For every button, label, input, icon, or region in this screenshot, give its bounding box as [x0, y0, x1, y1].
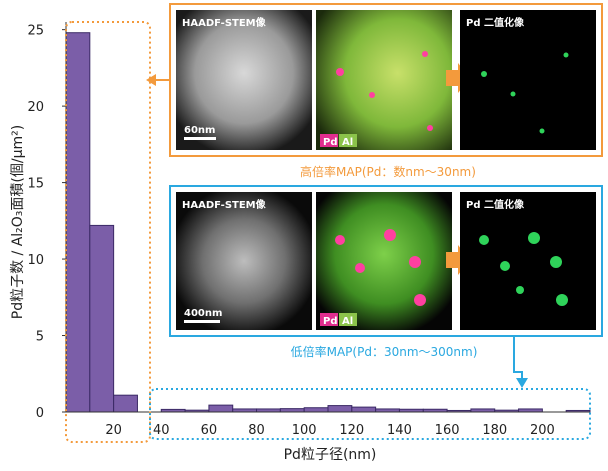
legend-al-label: Al: [342, 137, 353, 148]
pd-particle: [550, 256, 562, 268]
elemental-map-low: [316, 192, 452, 330]
y-tick-label: 20: [27, 100, 44, 115]
low-mag-caption: 低倍率MAP(Pd：30nm〜300nm): [291, 344, 478, 359]
pd-particle: [369, 92, 375, 98]
scale-bar: [184, 137, 216, 140]
bar-110-120: [327, 405, 353, 413]
x-tick-label: 100: [292, 423, 317, 438]
y-axis-title: Pd粒子数 / Al₂O₃面積(個/μm²): [10, 125, 26, 319]
scale-label: 60nm: [184, 125, 215, 136]
y-tick-label: 25: [27, 24, 44, 39]
bar-90-100: [279, 408, 305, 413]
high-mag-range-box: [65, 21, 151, 443]
y-tick-label: 10: [27, 253, 44, 268]
high-mag-inset: HAADF-STEM像 60nm Pd Al Pd 二值化像 高倍率MAP(Pd…: [169, 3, 603, 179]
x-tick-label: 140: [387, 423, 412, 438]
pd-particle: [500, 261, 510, 271]
pd-particle: [335, 235, 345, 245]
panel-label: HAADF-STEM像: [182, 198, 267, 211]
arrow-left-icon: [146, 74, 156, 86]
pd-particle: [479, 235, 489, 245]
pd-particle: [563, 52, 569, 58]
y-tick-label: 0: [36, 406, 44, 421]
pd-particle: [556, 294, 568, 306]
pd-particle: [409, 256, 421, 268]
pd-particle: [539, 128, 545, 134]
high-mag-caption: 高倍率MAP(Pd：数nm〜30nm): [300, 164, 476, 179]
x-axis-title: Pd粒子径(nm): [284, 447, 377, 463]
x-tick-label: 20: [105, 423, 122, 438]
legend-pd-swatch: [320, 313, 338, 326]
haadf-stem-image-low: [176, 192, 312, 330]
pd-particle: [427, 125, 433, 131]
bar-20-30: [113, 394, 138, 413]
low-mag-range-box: [149, 388, 591, 440]
pd-particle: [422, 51, 428, 57]
scale-label: 400nm: [184, 308, 222, 319]
x-tick-label: 60: [201, 423, 218, 438]
legend-al-swatch: [339, 134, 357, 147]
pd-particle: [510, 91, 516, 97]
legend-al-label: Al: [342, 316, 353, 327]
legend-al-swatch: [339, 313, 357, 326]
bars: [65, 32, 591, 413]
panel-label: Pd 二值化像: [466, 16, 525, 29]
x-tick-label: 40: [153, 423, 170, 438]
legend-pd-label: Pd: [323, 316, 338, 327]
pd-particle: [414, 294, 426, 306]
x-tick-label: 80: [248, 423, 265, 438]
low-mag-connector: [513, 336, 523, 380]
tick-labels: 0 5 10 15 20 25 20 40 60 80 100 120 140 160 180 200: [27, 24, 554, 438]
x-tick-label: 160: [435, 423, 460, 438]
pd-particle: [516, 286, 524, 294]
pd-particle: [481, 71, 487, 77]
panel-label: HAADF-STEM像: [182, 16, 267, 29]
x-tick-label: 120: [339, 423, 364, 438]
x-tick-label: 180: [482, 423, 507, 438]
pd-particle: [336, 68, 344, 76]
bar-10-20: [89, 224, 115, 413]
y-tick-label: 15: [27, 177, 44, 192]
panel-label: Pd 二值化像: [466, 198, 525, 211]
pd-binary-image-high: [460, 10, 596, 150]
bar-0-10: [65, 32, 91, 413]
low-mag-inset: HAADF-STEM像 400nm Pd Al Pd 二值化像 低倍率MAP(P…: [169, 185, 603, 359]
pd-binary-image-low: [460, 192, 596, 330]
legend-pd-label: Pd: [323, 137, 338, 148]
haadf-stem-image-high: [176, 10, 312, 150]
bar-100-110: [303, 407, 329, 413]
legend-pd-swatch: [320, 134, 338, 147]
arrow-down-icon: [516, 378, 528, 388]
pd-particle: [355, 263, 365, 273]
x-tick-label: 200: [530, 423, 555, 438]
bar-60-70: [208, 404, 234, 413]
pd-particle: [384, 229, 396, 241]
pd-particle: [528, 232, 540, 244]
scale-bar: [184, 320, 220, 323]
y-tick-label: 5: [36, 330, 44, 345]
bar-120-130: [351, 406, 377, 413]
